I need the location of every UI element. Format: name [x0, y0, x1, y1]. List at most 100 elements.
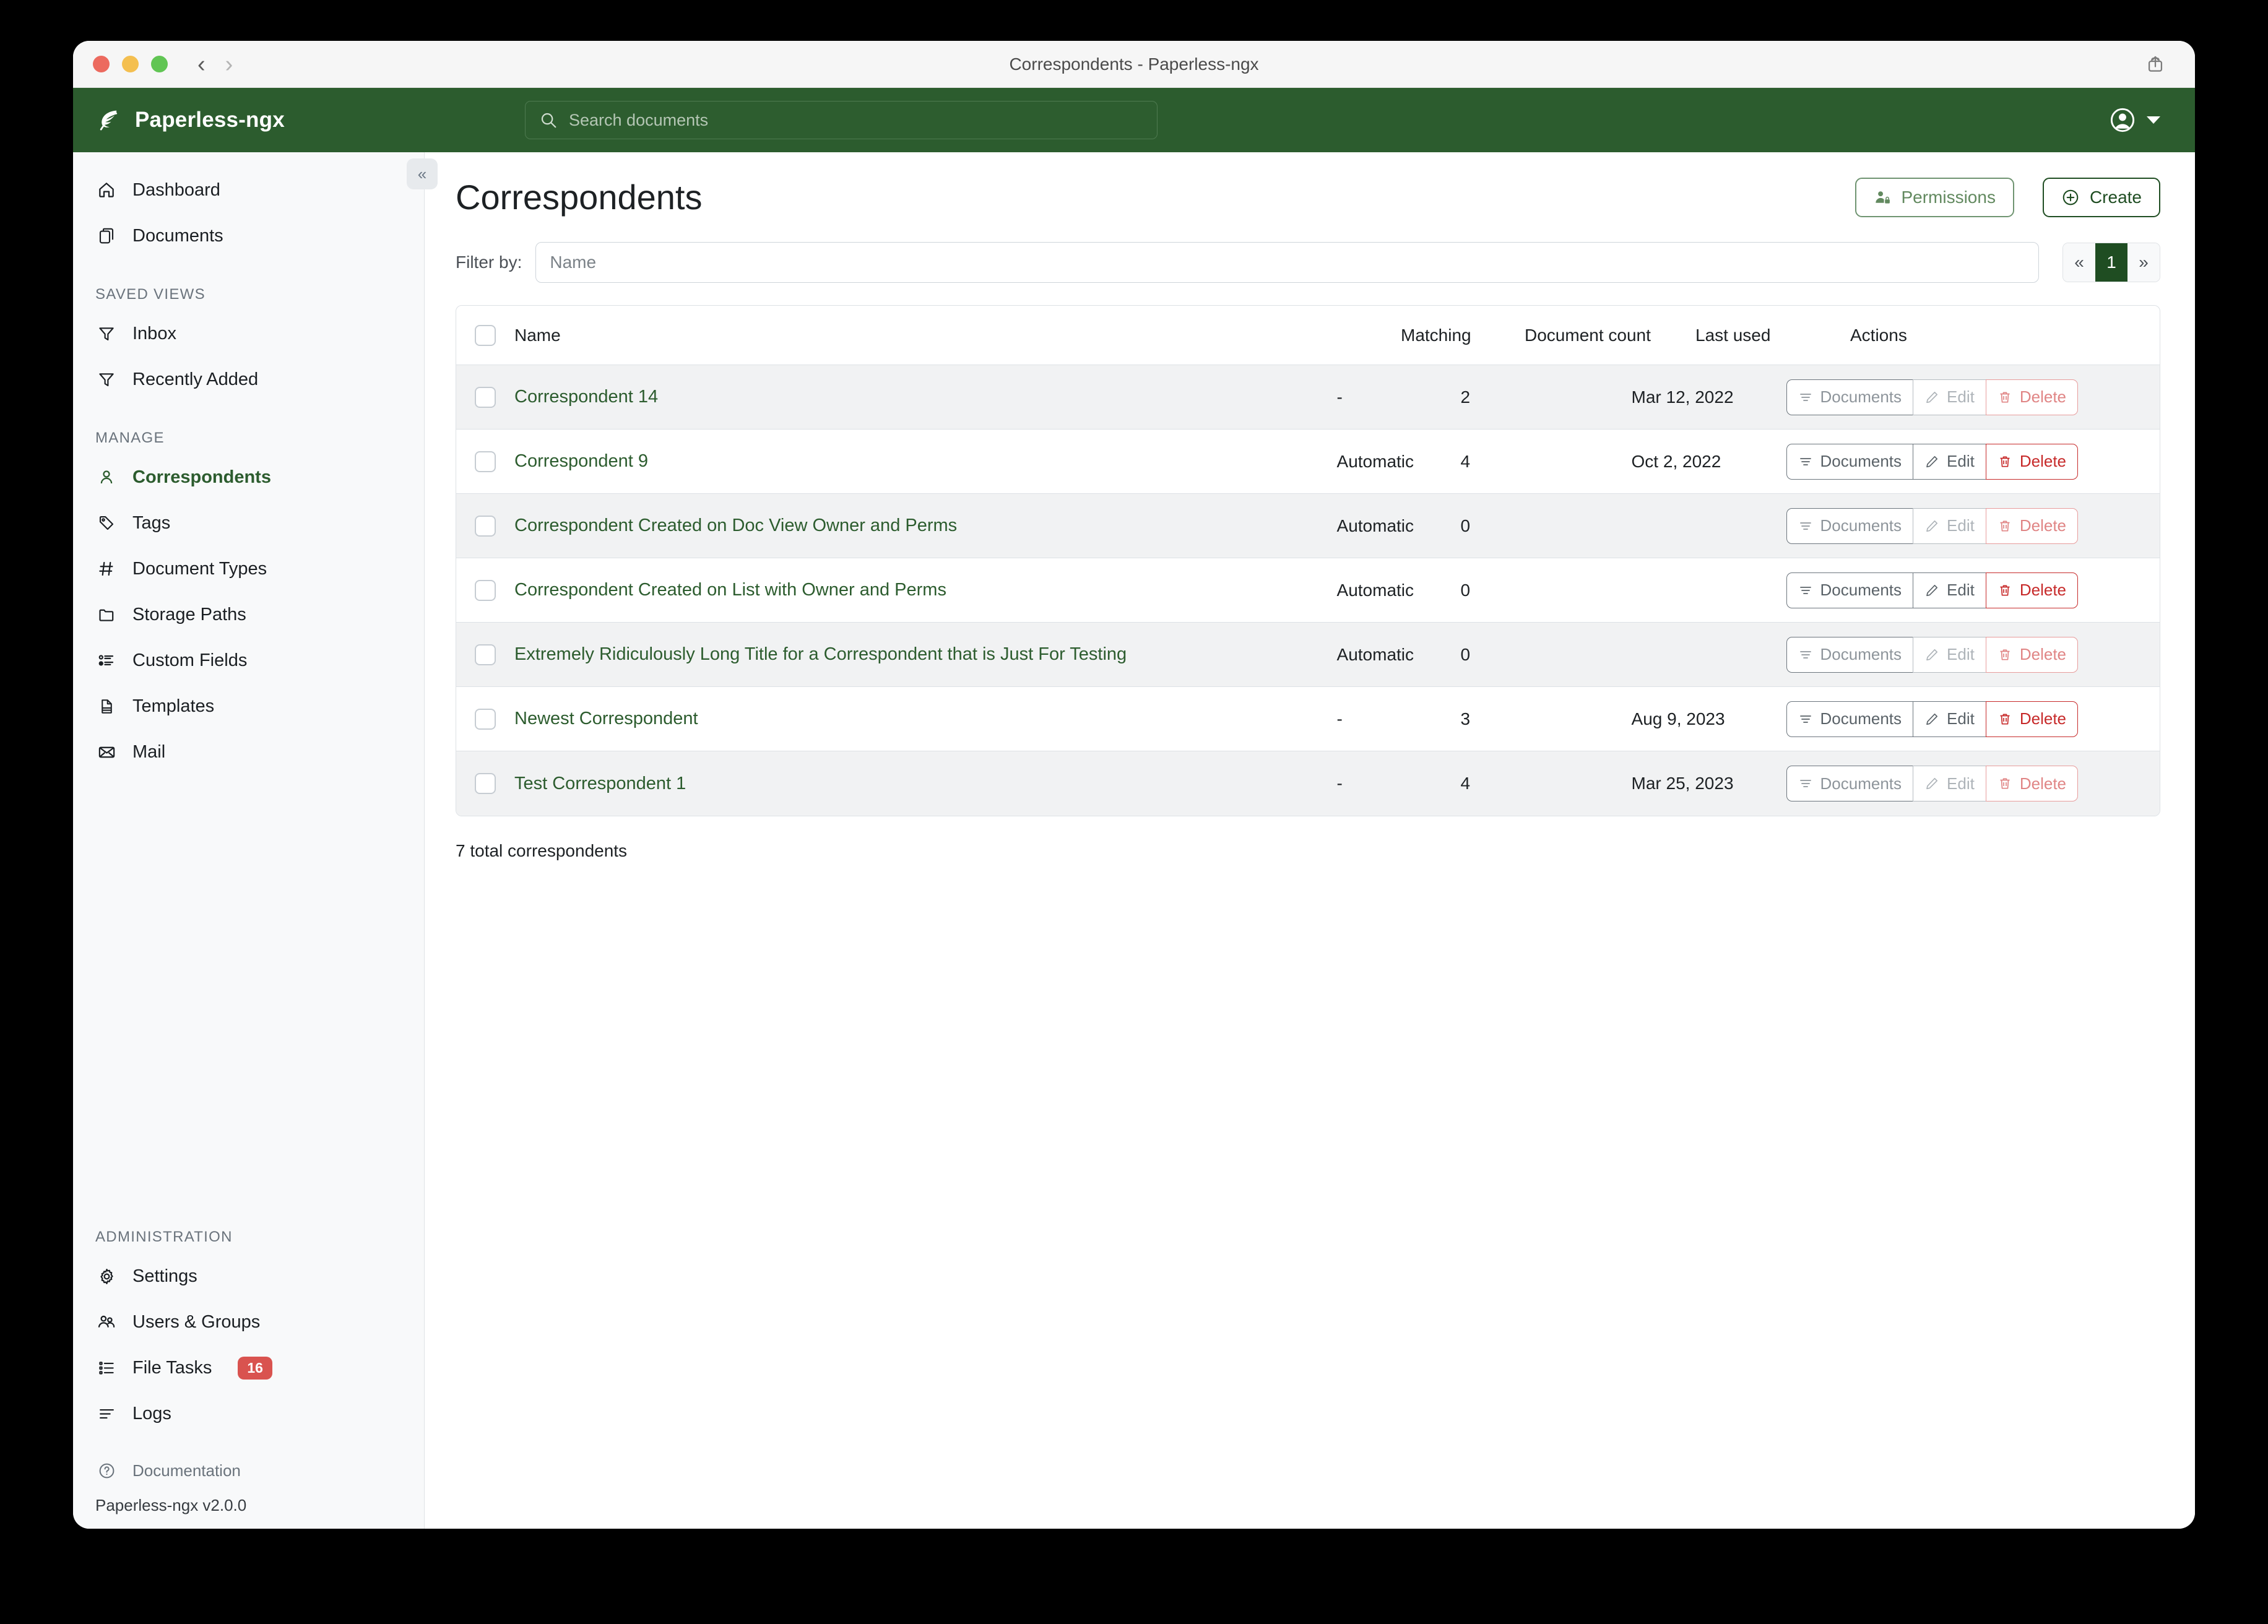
row-delete-button[interactable]: Delete [1985, 636, 2078, 673]
search-placeholder-text: Search documents [569, 110, 709, 129]
row-delete-button[interactable]: Delete [1985, 508, 2078, 544]
row-delete-button[interactable]: Delete [1985, 379, 2078, 415]
sidebar-item-inbox[interactable]: Inbox [73, 311, 424, 356]
row-documents-label: Documents [1820, 452, 1902, 470]
row-delete-label: Delete [2019, 581, 2066, 599]
sidebar-item-templates[interactable]: Templates [73, 683, 424, 729]
maximize-window-button[interactable] [151, 56, 168, 72]
row-select-checkbox[interactable] [456, 579, 514, 601]
sidebar-item-tags[interactable]: Tags [73, 500, 424, 546]
sidebar-item-settings[interactable]: Settings [73, 1253, 424, 1299]
sidebar-item-storage-paths[interactable]: Storage Paths [73, 592, 424, 637]
correspondent-name-cell: Correspondent 9 [514, 451, 1337, 472]
forward-icon[interactable]: › [225, 51, 233, 77]
filter-lines-icon [1798, 712, 1813, 727]
row-delete-label: Delete [2019, 452, 2066, 470]
row-delete-label: Delete [2019, 516, 2066, 535]
row-select-checkbox[interactable] [456, 708, 514, 730]
correspondent-name-link[interactable]: Test Correspondent 1 [514, 773, 686, 793]
row-actions-cell: Documents Edit Delete [1786, 443, 2160, 480]
sidebar-item-dashboard[interactable]: Dashboard [73, 167, 424, 213]
sidebar-item-documents[interactable]: Documents [73, 213, 424, 259]
sidebar-item-document-types[interactable]: Document Types [73, 546, 424, 592]
sidebar-heading-saved-views: Saved Views [95, 286, 206, 303]
correspondent-name-cell: Test Correspondent 1 [514, 774, 1337, 794]
row-actions-cell: Documents Edit Delete [1786, 379, 2160, 415]
share-icon[interactable] [2143, 52, 2168, 77]
correspondent-name-link[interactable]: Correspondent Created on List with Owner… [514, 580, 946, 600]
row-documents-button[interactable]: Documents [1786, 636, 1913, 673]
column-header-name[interactable]: Name [514, 325, 561, 345]
app-version: Paperless-ngx v2.0.0 [95, 1496, 247, 1514]
row-delete-button[interactable]: Delete [1985, 572, 2078, 608]
row-select-checkbox[interactable] [456, 773, 514, 794]
row-select-checkbox[interactable] [456, 644, 514, 665]
filter-row: Filter by: « 1 » [456, 242, 2160, 283]
correspondent-name-link[interactable]: Correspondent 14 [514, 387, 659, 407]
row-action-group: Documents Edit Delete [1786, 508, 2078, 544]
pagination-page-1[interactable]: 1 [2095, 243, 2127, 282]
sidebar-collapse-button[interactable]: « [407, 158, 438, 189]
row-documents-button[interactable]: Documents [1786, 766, 1913, 801]
user-circle-icon [2108, 106, 2137, 134]
sidebar-item-mail[interactable]: Mail [73, 729, 424, 775]
sidebar-item-custom-fields[interactable]: Custom Fields [73, 637, 424, 683]
question-circle-icon [95, 1459, 118, 1482]
permissions-button[interactable]: Permissions [1855, 177, 2014, 217]
row-select-checkbox[interactable] [456, 451, 514, 472]
row-edit-button[interactable]: Edit [1913, 508, 1986, 544]
column-header-matching[interactable]: Matching [1401, 325, 1471, 345]
table-row: Correspondent 14 - 2 Mar 12, 2022 Documents E… [456, 365, 2160, 430]
select-all-checkbox[interactable] [456, 324, 514, 346]
row-edit-button[interactable]: Edit [1913, 766, 1986, 801]
pagination-prev-button[interactable]: « [2063, 243, 2095, 282]
row-select-checkbox[interactable] [456, 515, 514, 537]
column-header-last-used[interactable]: Last used [1695, 325, 1771, 345]
row-edit-label: Edit [1947, 645, 1975, 663]
row-edit-button[interactable]: Edit [1913, 636, 1986, 673]
close-window-button[interactable] [93, 56, 110, 72]
row-action-group: Documents Edit Delete [1786, 701, 2078, 737]
row-edit-button[interactable]: Edit [1913, 572, 1986, 608]
correspondent-name-link[interactable]: Correspondent Created on Doc View Owner … [514, 516, 958, 535]
sidebar-heading-manage: Manage [95, 430, 165, 446]
row-select-checkbox[interactable] [456, 386, 514, 408]
correspondent-name-cell: Correspondent 14 [514, 387, 1337, 407]
sidebar-item-logs[interactable]: Logs [73, 1391, 424, 1436]
row-documents-button[interactable]: Documents [1786, 508, 1913, 544]
plus-circle-icon [2061, 188, 2080, 207]
sidebar-item-file-tasks[interactable]: File Tasks 16 [73, 1345, 424, 1391]
row-documents-button[interactable]: Documents [1786, 443, 1913, 480]
sidebar-item-correspondents[interactable]: Correspondents [73, 454, 424, 500]
correspondent-name-link[interactable]: Correspondent 9 [514, 451, 649, 471]
row-edit-button[interactable]: Edit [1913, 379, 1986, 415]
row-edit-button[interactable]: Edit [1913, 443, 1986, 480]
row-delete-button[interactable]: Delete [1985, 701, 2078, 737]
sidebar-item-users-groups[interactable]: Users & Groups [73, 1299, 424, 1345]
row-documents-button[interactable]: Documents [1786, 701, 1913, 737]
sidebar-item-label: Inbox [132, 323, 176, 343]
row-documents-button[interactable]: Documents [1786, 379, 1913, 415]
correspondent-name-link[interactable]: Newest Correspondent [514, 709, 698, 728]
create-button[interactable]: Create [2042, 177, 2160, 217]
sidebar-item-label: Documentation [132, 1461, 241, 1480]
sidebar-item-recently-added[interactable]: Recently Added [73, 356, 424, 402]
minimize-window-button[interactable] [122, 56, 139, 72]
user-menu[interactable] [2108, 106, 2160, 134]
row-documents-button[interactable]: Documents [1786, 572, 1913, 608]
app-brand[interactable]: Paperless-ngx [95, 107, 405, 133]
back-icon[interactable]: ‹ [197, 51, 206, 77]
filter-name-input[interactable] [535, 242, 2039, 283]
sidebar-item-documentation[interactable]: Documentation [73, 1450, 424, 1491]
column-header-document-count[interactable]: Document count [1525, 325, 1651, 345]
document-count-cell: 0 [1460, 580, 1471, 600]
row-edit-button[interactable]: Edit [1913, 701, 1986, 737]
row-delete-button[interactable]: Delete [1985, 443, 2078, 480]
row-action-group: Documents Edit Delete [1786, 766, 2078, 801]
last-used-cell: Mar 25, 2023 [1631, 774, 1734, 793]
sidebar-spacer [73, 775, 424, 1201]
search-input[interactable]: Search documents [525, 101, 1158, 139]
pagination-next-button[interactable]: » [2127, 243, 2160, 282]
row-delete-button[interactable]: Delete [1985, 766, 2078, 801]
correspondent-name-link[interactable]: Extremely Ridiculously Long Title for a … [514, 644, 1127, 664]
